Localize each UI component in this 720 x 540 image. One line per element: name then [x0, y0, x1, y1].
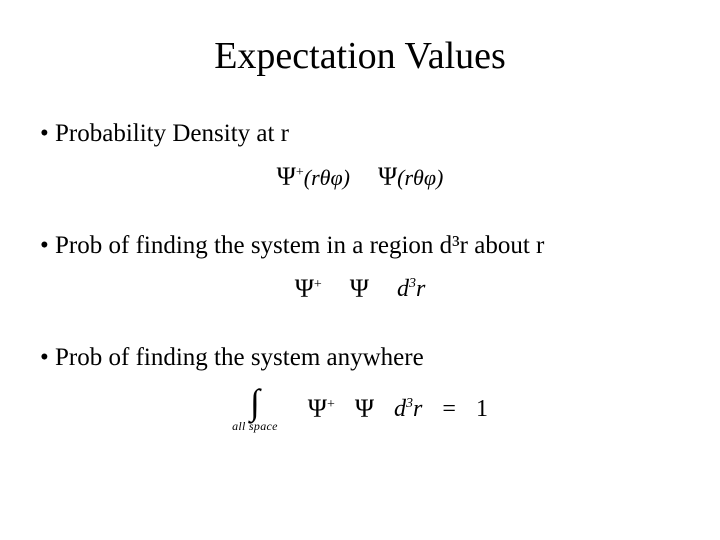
- eq1-args-dag: (rθφ): [304, 165, 350, 190]
- eq2-psi-dagger: Ψ+: [295, 274, 322, 304]
- psi-symbol: Ψ: [277, 162, 296, 191]
- integral-symbol: ∫: [250, 386, 260, 418]
- d3r-d: d: [397, 276, 409, 302]
- equation-3: ∫ all space Ψ+ Ψ d3r = 1: [40, 386, 680, 432]
- dagger-sup: +: [296, 165, 304, 180]
- eq3-psi-dagger: Ψ+: [308, 394, 335, 424]
- slide-title: Expectation Values: [40, 34, 680, 78]
- d3r-d: d: [394, 396, 406, 422]
- integral-label: all space: [232, 420, 278, 432]
- d3r-r: r: [413, 396, 422, 422]
- slide-root: Expectation Values Probability Density a…: [0, 0, 720, 540]
- bullet-prob-anywhere: Prob of finding the system anywhere: [40, 344, 680, 372]
- eq1-psi-dagger-term: Ψ+(rθφ): [277, 162, 350, 192]
- bullet-prob-density: Probability Density at r: [40, 120, 680, 148]
- dagger-sup: +: [314, 277, 322, 292]
- eq1-psi-term: Ψ(rθφ): [378, 162, 443, 192]
- psi-symbol: Ψ: [308, 394, 327, 423]
- integral-block: ∫ all space: [232, 386, 278, 432]
- eq3-d3r: d3r: [394, 396, 422, 423]
- eq3-inner: ∫ all space Ψ+ Ψ d3r = 1: [232, 386, 488, 432]
- equation-2: Ψ+ Ψ d3r: [40, 274, 680, 304]
- value-one: 1: [476, 396, 488, 423]
- dagger-sup: +: [327, 397, 335, 412]
- equals-sign: =: [442, 396, 456, 423]
- eq3-psi: Ψ: [355, 394, 374, 424]
- d3r-exp: 3: [406, 396, 413, 411]
- eq2-psi: Ψ: [350, 274, 369, 304]
- eq1-args: (rθφ): [397, 165, 443, 190]
- d3r-r: r: [416, 276, 425, 302]
- bullet-prob-region: Prob of finding the system in a region d…: [40, 232, 680, 260]
- d3r-exp: 3: [409, 276, 416, 291]
- psi-symbol: Ψ: [295, 274, 314, 303]
- eq2-d3r: d3r: [397, 276, 425, 303]
- psi-symbol: Ψ: [378, 162, 397, 191]
- equation-1: Ψ+(rθφ) Ψ(rθφ): [40, 162, 680, 192]
